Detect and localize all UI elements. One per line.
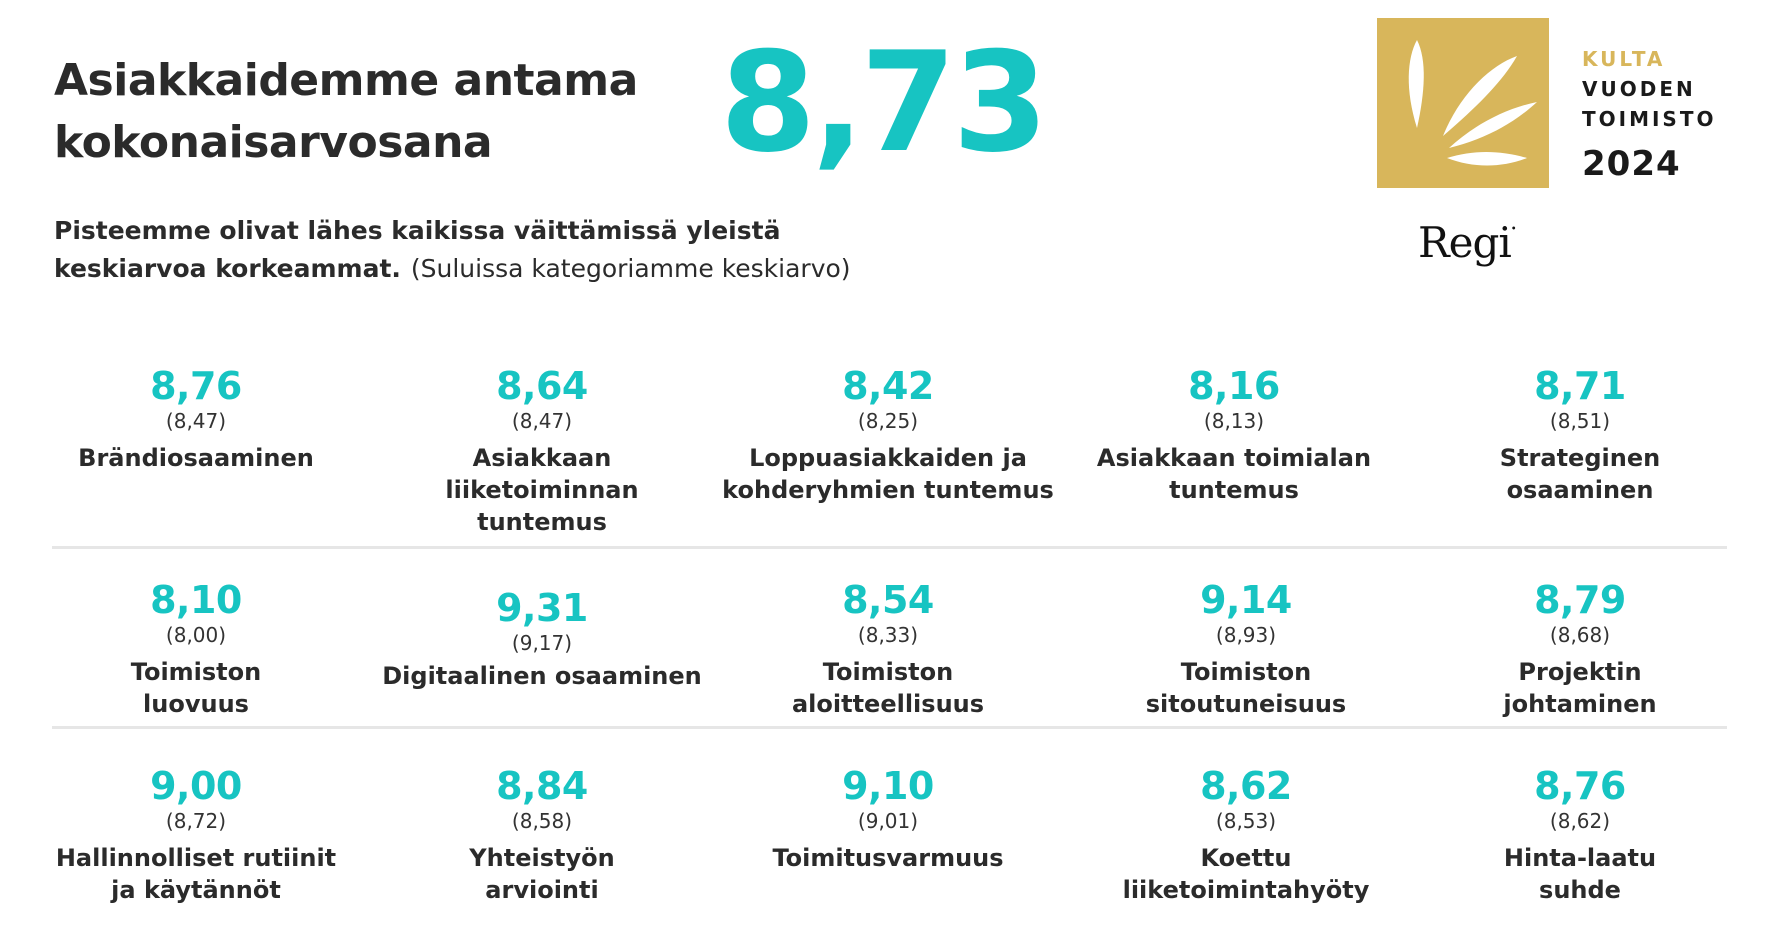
metric-card: 8,62 (8,53) Koettu liiketoimintahyöty — [1076, 764, 1416, 906]
metric-average: (8,33) — [857, 623, 919, 647]
metric-label: Hallinnolliset rutiinit ja käytännöt — [55, 844, 337, 904]
award-line2: TOIMISTO — [1582, 107, 1717, 131]
metric-label: Yhteistyön arviointi — [469, 844, 615, 904]
metric-average: (8,62) — [1549, 809, 1611, 833]
metric-card: 9,14 (8,93) Toimiston sitoutuneisuus — [1076, 578, 1416, 720]
metric-average: (8,68) — [1549, 623, 1611, 647]
award-year: 2024 — [1582, 144, 1681, 184]
metric-card: 9,00 (8,72) Hallinnolliset rutiinit ja kä… — [26, 764, 366, 906]
metric-label: Asiakkaan toimialan tuntemus — [1096, 444, 1372, 504]
metric-card: 8,84 (8,58) Yhteistyön arviointi — [372, 764, 712, 906]
metric-score: 8,62 — [1200, 764, 1292, 808]
subtitle-note: (Suluissa kategoriamme keskiarvo) — [410, 254, 851, 283]
metric-score: 8,42 — [842, 364, 934, 408]
metric-average: (8,93) — [1215, 623, 1277, 647]
metric-average: (8,58) — [511, 809, 573, 833]
award-badge-icon — [1377, 18, 1549, 188]
metric-score: 9,31 — [496, 586, 588, 630]
row-divider-1 — [52, 546, 1727, 549]
metric-average: (9,17) — [511, 631, 573, 655]
metric-score: 8,76 — [1534, 764, 1626, 808]
metric-score: 8,10 — [150, 578, 242, 622]
metric-score: 8,54 — [842, 578, 934, 622]
subtitle-line1: Pisteemme olivat lähes kaikissa väittämi… — [54, 216, 781, 245]
metric-card: 8,16 (8,13) Asiakkaan toimialan tuntemus — [1064, 364, 1404, 506]
page-title: Asiakkaidemme antama kokonaisarvosana — [54, 50, 638, 174]
metric-label: Loppuasiakkaiden ja kohderyhmien tuntemus — [722, 444, 1054, 504]
metric-score: 8,79 — [1534, 578, 1626, 622]
award-tier: KULTA — [1582, 47, 1666, 71]
metric-score: 8,16 — [1188, 364, 1280, 408]
metric-label: Hinta-laatu suhde — [1503, 844, 1657, 904]
metric-average: (8,47) — [511, 409, 573, 433]
metric-label: Asiakkaan liiketoiminnan tuntemus — [445, 444, 639, 536]
overall-score: 8,73 — [720, 22, 1048, 183]
metric-card: 8,79 (8,68) Projektin johtaminen — [1410, 578, 1750, 720]
metric-card: 8,42 (8,25) Loppuasiakkaiden ja kohderyhm… — [718, 364, 1058, 506]
metric-average: (8,25) — [857, 409, 919, 433]
metric-score: 8,71 — [1534, 364, 1626, 408]
metric-score: 9,14 — [1200, 578, 1292, 622]
metric-label: Toimiston sitoutuneisuus — [1145, 658, 1347, 718]
award-line1: VUODEN — [1582, 77, 1696, 101]
metric-average: (8,00) — [165, 623, 227, 647]
metric-average: (8,51) — [1549, 409, 1611, 433]
metric-label: Toimitusvarmuus — [772, 844, 1004, 872]
award-petals-icon — [1408, 40, 1537, 166]
metric-score: 9,10 — [842, 764, 934, 808]
regi-logo-text: Regi — [1418, 218, 1512, 267]
metric-label: Brändiosaaminen — [78, 444, 314, 472]
metric-card: 8,10 (8,00) Toimiston luovuus — [26, 578, 366, 720]
metric-average: (8,53) — [1215, 809, 1277, 833]
metric-label: Digitaalinen osaaminen — [382, 662, 702, 690]
metric-card: 8,71 (8,51) Strateginen osaaminen — [1410, 364, 1750, 506]
metric-label: Strateginen osaaminen — [1499, 444, 1661, 504]
subtitle: Pisteemme olivat lähes kaikissa väittämi… — [54, 212, 851, 288]
metric-card: 9,31 (9,17) Digitaalinen osaaminen — [372, 586, 712, 692]
metric-card: 8,76 (8,62) Hinta-laatu suhde — [1410, 764, 1750, 906]
metric-average: (9,01) — [857, 809, 919, 833]
metric-label: Toimiston luovuus — [130, 658, 262, 718]
metric-card: 9,10 (9,01) Toimitusvarmuus — [718, 764, 1058, 874]
metric-score: 8,84 — [496, 764, 588, 808]
metric-average: (8,72) — [165, 809, 227, 833]
metric-card: 8,76 (8,47) Brändiosaaminen — [26, 364, 366, 474]
metric-average: (8,13) — [1203, 409, 1265, 433]
metric-score: 8,76 — [150, 364, 242, 408]
metric-label: Toimiston aloitteellisuus — [791, 658, 985, 718]
subtitle-line2: keskiarvoa korkeammat. — [54, 254, 401, 283]
metric-average: (8,47) — [165, 409, 227, 433]
page-title-line2: kokonaisarvosana — [54, 117, 493, 168]
regi-logo: Regi• — [1418, 218, 1517, 267]
award-text: KULTA VUODEN TOIMISTO 2024 — [1582, 44, 1716, 184]
page-title-line1: Asiakkaidemme antama — [54, 55, 638, 106]
metric-label: Koettu liiketoimintahyöty — [1122, 844, 1370, 904]
metric-score: 8,64 — [496, 364, 588, 408]
metric-card: 8,54 (8,33) Toimiston aloitteellisuus — [718, 578, 1058, 720]
metric-score: 9,00 — [150, 764, 242, 808]
row-divider-2 — [52, 726, 1727, 729]
metric-label: Projektin johtaminen — [1503, 658, 1657, 718]
metric-card: 8,64 (8,47) Asiakkaan liiketoiminnan tunt… — [372, 364, 712, 538]
